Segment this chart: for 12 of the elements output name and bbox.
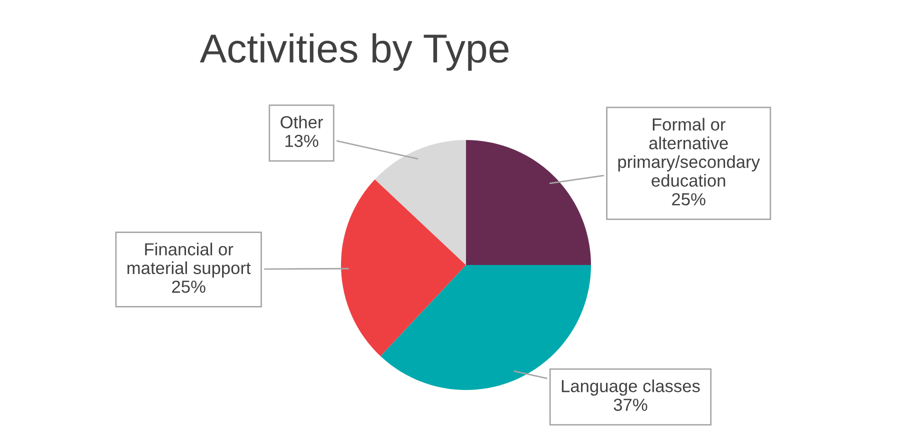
data-label: 25%: [672, 193, 706, 206]
data-label: 13%: [285, 134, 318, 148]
slice-label: Other: [280, 116, 323, 128]
slice-label: Financial or material support: [128, 242, 251, 278]
data-label: 37%: [614, 398, 648, 411]
slice-label: Language classes: [562, 379, 700, 396]
pie-slice: [466, 140, 591, 265]
data-label: 25%: [172, 280, 206, 293]
chart-title: Activities by Type: [200, 33, 508, 71]
pie-slice: [341, 179, 466, 356]
pie-slice: [374, 140, 466, 265]
slice-label: Formal or alternative primary/secondary education: [618, 118, 760, 187]
